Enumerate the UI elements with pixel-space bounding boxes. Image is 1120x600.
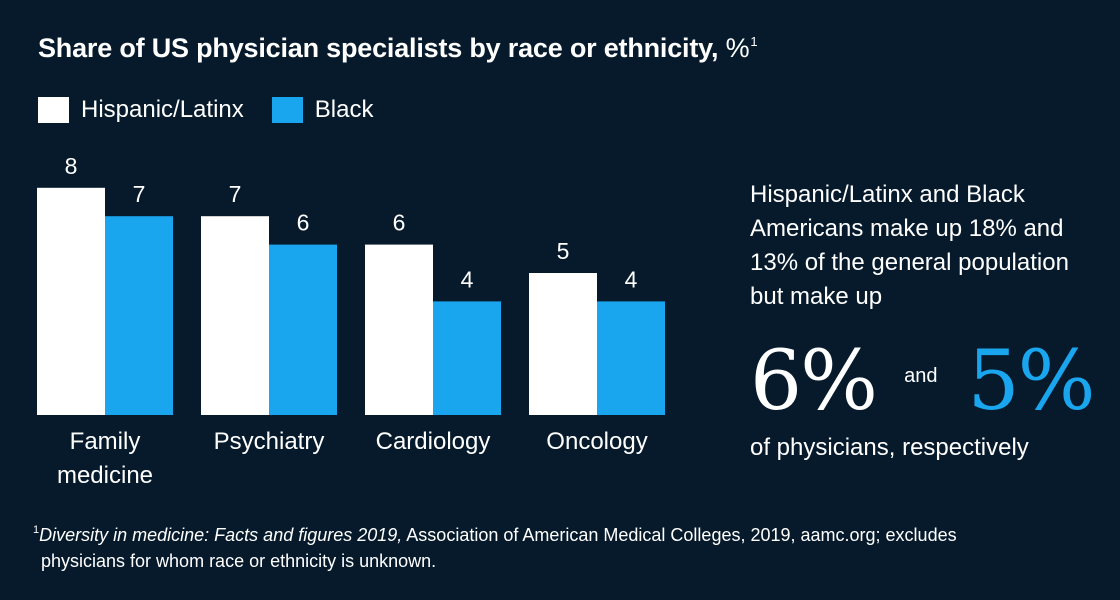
data-label-hispanic-2: 6 (393, 210, 406, 236)
legend-swatch-black (271, 97, 303, 123)
callout-figures: 6% and 5% (750, 340, 1100, 424)
title-footnote-marker: 1 (750, 34, 758, 49)
bar-black-3 (597, 301, 665, 415)
callout-text-after: of physicians, respectively (750, 434, 1029, 461)
legend-item-hispanic: Hispanic/Latinx (38, 96, 244, 124)
bar-hispanic-1 (201, 216, 269, 415)
data-label-black-2: 4 (461, 266, 474, 292)
legend: Hispanic/Latinx Black (38, 96, 401, 124)
footnote-line1: Association of American Medical Colleges… (402, 525, 957, 545)
footnote-line2: physicians for whom race or ethnicity is… (41, 551, 437, 571)
callout-value-black: 5% (967, 334, 1095, 429)
legend-label-black: Black (314, 96, 374, 123)
data-label-black-3: 4 (625, 266, 638, 292)
footnote-marker: 1 (33, 524, 40, 536)
category-label-1-0: Psychiatry (214, 428, 325, 455)
bar-hispanic-3 (529, 273, 597, 415)
bar-chart: 8 7 Family medicine 7 6 Psychiatry 6 4 Cardiology… (37, 153, 665, 489)
bar-hispanic-2 (365, 244, 433, 415)
bar-black-1 (269, 244, 337, 415)
data-label-black-1: 6 (297, 210, 310, 236)
data-label-hispanic-0: 8 (65, 153, 78, 179)
callout-panel: Hispanic/Latinx and Black Americans make… (750, 178, 1100, 462)
category-label-0-0: Family (70, 428, 141, 455)
chart-title: Share of US physician specialists by rac… (38, 33, 758, 64)
bar-black-0 (105, 216, 173, 415)
data-label-hispanic-1: 7 (229, 181, 242, 207)
footnote: 1Diversity in medicine: Facts and figure… (33, 517, 1103, 574)
chart-title-text: Share of US physician specialists by rac… (38, 33, 719, 63)
callout-value-hispanic: 6% (750, 334, 878, 429)
category-label-3-0: Oncology (546, 428, 647, 455)
bar-black-2 (433, 301, 501, 415)
legend-item-black: Black (271, 96, 374, 124)
legend-label-hispanic: Hispanic/Latinx (81, 96, 244, 123)
data-label-black-0: 7 (133, 181, 146, 207)
legend-swatch-hispanic (38, 97, 69, 123)
category-label-0-1: medicine (57, 462, 153, 489)
callout-connector: and (904, 364, 938, 387)
footnote-source-title: Diversity in medicine: Facts and figures… (39, 525, 403, 545)
data-label-hispanic-3: 5 (557, 238, 570, 264)
category-label-2-0: Cardiology (376, 428, 491, 455)
chart-title-unit: % (725, 33, 750, 63)
callout-text: Hispanic/Latinx and Black Americans make… (750, 181, 1069, 310)
bar-hispanic-0 (37, 187, 105, 415)
